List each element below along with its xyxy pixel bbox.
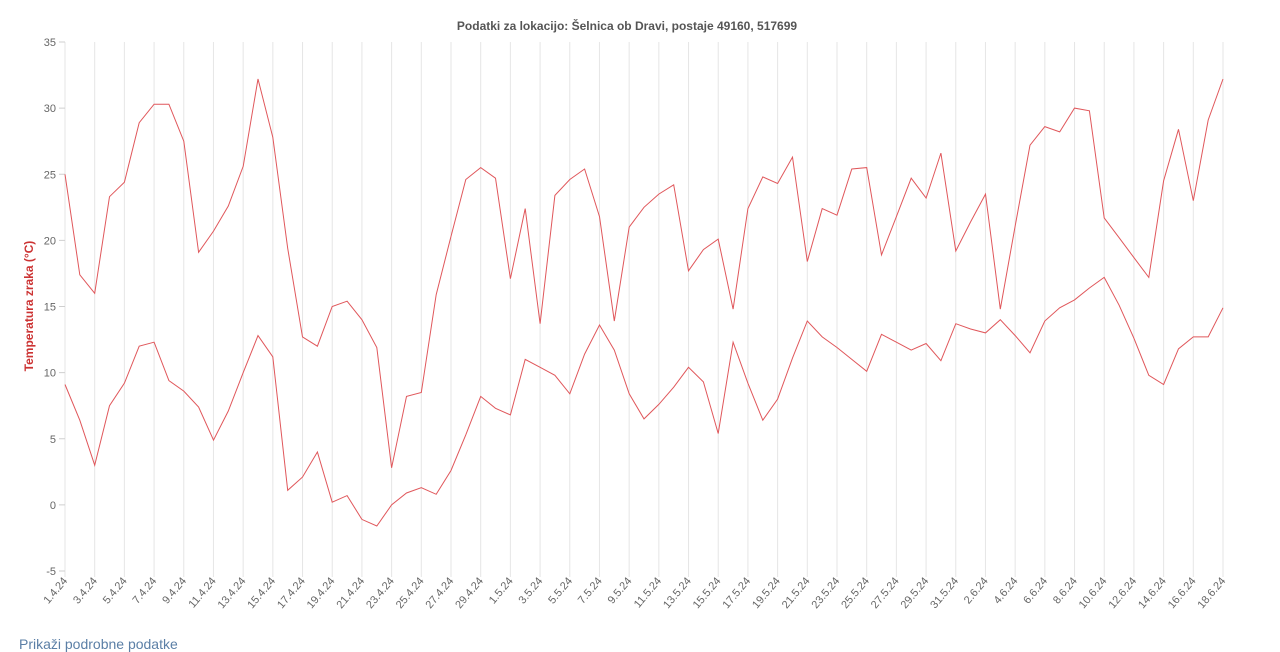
x-tick-label: 23.5.24 [810, 575, 843, 611]
y-tick-label: 5 [50, 434, 56, 446]
series-group [64, 78, 1224, 527]
x-tick-label: 16.6.24 [1166, 575, 1199, 611]
x-tick-label: 9.5.24 [606, 575, 635, 606]
x-tick-label: 13.4.24 [216, 575, 249, 611]
x-tick-label: 1.5.24 [487, 575, 516, 606]
x-tick-label: 10.6.24 [1077, 575, 1110, 611]
x-tick-label: 12.6.24 [1106, 575, 1139, 611]
x-tick-label: 27.4.24 [424, 575, 457, 611]
x-tick-label: 17.5.24 [720, 575, 753, 611]
x-tick-label: 17.4.24 [275, 575, 308, 611]
y-tick-label: 25 [44, 169, 56, 181]
y-tick-label: -5 [46, 566, 56, 578]
x-tick-label: 15.4.24 [245, 575, 278, 611]
x-tick-label: 6.6.24 [1021, 575, 1050, 606]
x-tick-label: 25.4.24 [394, 575, 427, 611]
x-tick-label: 18.6.24 [1196, 575, 1229, 611]
y-tick-label: 15 [44, 302, 56, 314]
x-tick-label: 21.4.24 [334, 575, 367, 611]
show-details-link[interactable]: Prikaži podrobne podatke [19, 636, 178, 652]
x-tick-label: 1.4.24 [41, 575, 70, 606]
x-tick-label: 23.4.24 [364, 575, 397, 611]
x-axis-ticks: 1.4.24 3.4.24 5.4.24 7.4.24 9.4.2411.4.2413.… [41, 575, 1228, 611]
x-tick-label: 5.4.24 [101, 575, 130, 606]
x-tick-label: 29.5.24 [899, 575, 932, 611]
x-tick-label: 13.5.24 [661, 575, 694, 611]
x-tick-label: 31.5.24 [928, 575, 961, 611]
x-tick-label: 9.4.24 [160, 575, 189, 606]
x-tick-label: 11.5.24 [632, 575, 664, 610]
series-line-1 [64, 78, 1224, 468]
y-tick-label: 10 [44, 368, 56, 380]
x-tick-label: 7.4.24 [131, 575, 160, 606]
x-tick-label: 2.6.24 [962, 575, 991, 606]
x-tick-label: 21.5.24 [780, 575, 813, 611]
x-tick-label: 3.5.24 [517, 575, 546, 606]
x-tick-label: 15.5.24 [691, 575, 724, 611]
grid [64, 42, 1224, 577]
x-tick-label: 25.5.24 [839, 575, 872, 611]
y-tick-label: 20 [44, 235, 56, 247]
x-tick-label: 27.5.24 [869, 575, 902, 611]
x-tick-label: 19.5.24 [750, 575, 783, 611]
series-line-2 [64, 276, 1224, 527]
x-tick-label: 7.5.24 [576, 575, 605, 606]
x-tick-label: 8.6.24 [1051, 575, 1080, 606]
y-axis-ticks: -5 0 5 10 15 20 25 30 35 [44, 37, 65, 578]
chart-title: Podatki za lokacijo: Šelnica ob Dravi, p… [457, 18, 797, 33]
y-axis-label: Temperatura zraka (°C) [22, 241, 36, 372]
y-tick-label: 0 [50, 500, 56, 512]
y-tick-label: 30 [44, 103, 56, 115]
x-tick-label: 11.4.24 [186, 575, 218, 610]
y-tick-label: 35 [44, 37, 56, 49]
x-tick-label: 4.6.24 [992, 575, 1021, 606]
x-tick-label: 3.4.24 [71, 575, 100, 606]
x-tick-label: 19.4.24 [305, 575, 338, 611]
x-tick-label: 5.5.24 [546, 575, 575, 606]
x-tick-label: 29.4.24 [453, 575, 486, 611]
x-tick-label: 14.6.24 [1136, 575, 1169, 611]
